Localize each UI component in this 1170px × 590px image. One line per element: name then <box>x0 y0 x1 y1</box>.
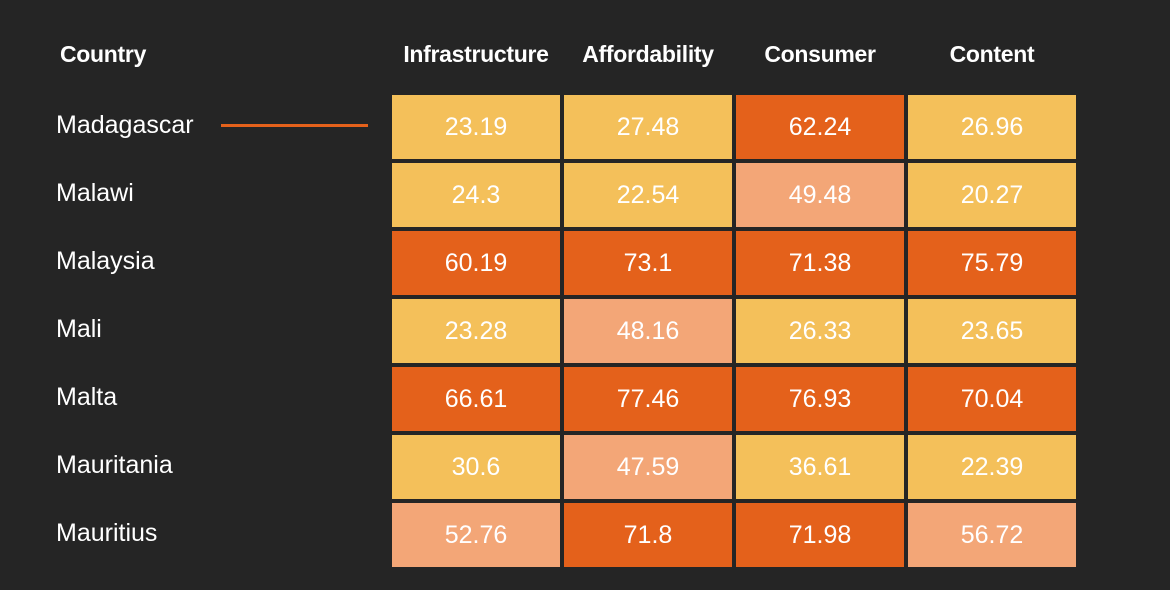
heatmap-cell: 22.39 <box>908 435 1076 499</box>
heatmap-cell: 70.04 <box>908 367 1076 431</box>
heatmap-cell: 23.19 <box>392 95 560 159</box>
heatmap-cell: 56.72 <box>908 503 1076 567</box>
heatmap-cell: 26.33 <box>736 299 904 363</box>
column-header: Consumer <box>764 41 876 67</box>
row-label: Malta <box>56 383 118 411</box>
row-label: Malaysia <box>56 247 155 275</box>
heatmap-cell: 73.1 <box>564 231 732 295</box>
heatmap-cell: 71.38 <box>736 231 904 295</box>
heatmap-cell: 49.48 <box>736 163 904 227</box>
row-label: Malawi <box>56 179 134 207</box>
heatmap-cell: 71.8 <box>564 503 732 567</box>
heatmap-cell: 23.28 <box>392 299 560 363</box>
heatmap-cell: 48.16 <box>564 299 732 363</box>
row-label: Mauritius <box>56 519 158 547</box>
heatmap-cell: 36.61 <box>736 435 904 499</box>
heatmap-cell: 77.46 <box>564 367 732 431</box>
row-label: Mauritania <box>56 451 173 479</box>
heatmap-cell: 66.61 <box>392 367 560 431</box>
heatmap-cell: 26.96 <box>908 95 1076 159</box>
heatmap-cell: 20.27 <box>908 163 1076 227</box>
heatmap-cell: 76.93 <box>736 367 904 431</box>
heatmap-cell: 62.24 <box>736 95 904 159</box>
heatmap-cell: 60.19 <box>392 231 560 295</box>
heatmap-cell: 71.98 <box>736 503 904 567</box>
heatmap-cell: 24.3 <box>392 163 560 227</box>
heatmap-cell: 47.59 <box>564 435 732 499</box>
heatmap-cell: 30.6 <box>392 435 560 499</box>
highlight-marker <box>221 124 368 127</box>
column-header: Infrastructure <box>403 41 549 67</box>
row-header: Country <box>60 41 147 67</box>
heatmap-cell: 23.65 <box>908 299 1076 363</box>
heatmap-cell: 52.76 <box>392 503 560 567</box>
column-header: Content <box>949 41 1035 67</box>
row-label: Madagascar <box>56 111 194 139</box>
heatmap-cell: 75.79 <box>908 231 1076 295</box>
row-label: Mali <box>56 315 102 343</box>
heatmap-cell: 27.48 <box>564 95 732 159</box>
heatmap-cell: 22.54 <box>564 163 732 227</box>
column-header: Affordability <box>582 41 714 67</box>
